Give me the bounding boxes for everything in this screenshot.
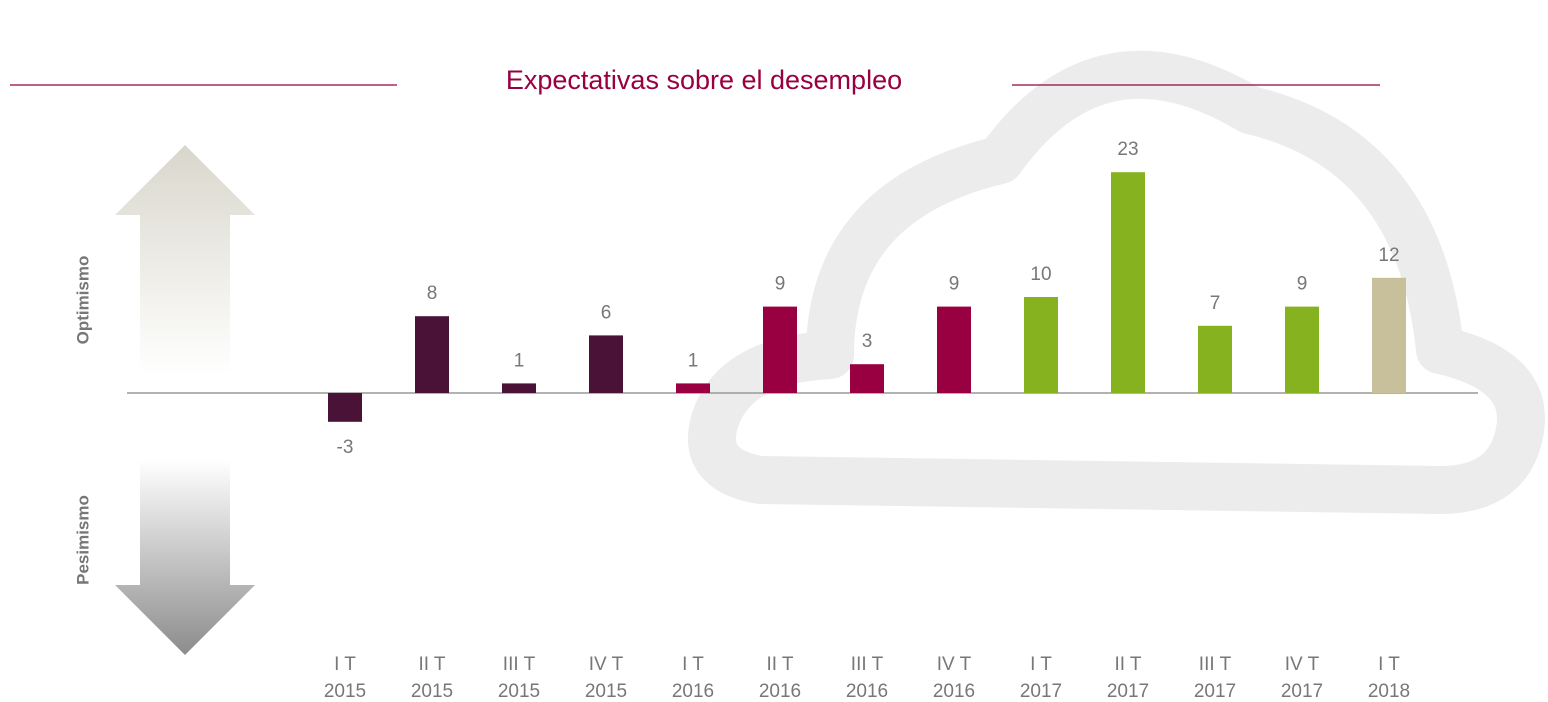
bar [937, 306, 971, 393]
pessimism-label: Pesimismo [73, 495, 92, 585]
bar [850, 364, 884, 393]
bar [1372, 277, 1406, 393]
x-tick-label: 2016 [846, 681, 888, 702]
x-tick-label: IV T [1285, 654, 1320, 675]
pessimism-arrow [115, 460, 255, 655]
x-tick-label: I T [682, 654, 704, 675]
x-tick-label: I T [1030, 654, 1052, 675]
value-label: 23 [1117, 139, 1138, 160]
optimism-label: Optimismo [73, 256, 92, 345]
optimism-arrow [115, 145, 255, 375]
x-tick-label: II T [418, 654, 445, 675]
x-tick-label: III T [1199, 654, 1232, 675]
bar [676, 383, 710, 393]
x-tick-label: IV T [589, 654, 624, 675]
bar [1024, 297, 1058, 393]
x-tick-label: II T [1114, 654, 1141, 675]
value-label: 6 [601, 302, 612, 323]
value-label: 1 [514, 350, 525, 371]
x-tick-label: I T [334, 654, 356, 675]
value-label: 9 [1297, 274, 1308, 295]
x-tick-label: 2017 [1107, 681, 1149, 702]
x-tick-label: 2017 [1020, 681, 1062, 702]
chart-title: Expectativas sobre el desempleo [506, 65, 902, 95]
bar [1111, 172, 1145, 393]
x-tick-label: 2016 [672, 681, 714, 702]
x-tick-label: I T [1378, 654, 1400, 675]
value-label: 7 [1210, 293, 1221, 314]
x-tick-label: 2017 [1194, 681, 1236, 702]
x-tick-label: IV T [937, 654, 972, 675]
bar [328, 393, 362, 422]
x-tick-label: III T [851, 654, 884, 675]
x-tick-label: 2016 [759, 681, 801, 702]
x-tick-label: 2015 [324, 681, 366, 702]
x-tick-label: III T [503, 654, 536, 675]
value-label: -3 [337, 437, 354, 458]
bar [502, 383, 536, 393]
x-tick-label: 2015 [411, 681, 453, 702]
value-label: 12 [1378, 245, 1399, 266]
cloud-decoration [688, 50, 1545, 514]
x-tick-label: II T [766, 654, 793, 675]
bar [1285, 306, 1319, 393]
x-tick-label: 2015 [585, 681, 627, 702]
bar [763, 306, 797, 393]
value-label: 10 [1030, 264, 1051, 285]
x-tick-label: 2015 [498, 681, 540, 702]
x-tick-label: 2016 [933, 681, 975, 702]
value-label: 9 [775, 274, 786, 295]
x-tick-label: 2017 [1281, 681, 1323, 702]
bar [589, 335, 623, 393]
value-label: 3 [862, 331, 873, 352]
bar [415, 316, 449, 393]
value-label: 8 [427, 283, 438, 304]
value-label: 9 [949, 274, 960, 295]
bar [1198, 325, 1232, 393]
x-tick-label: 2018 [1368, 681, 1410, 702]
value-label: 1 [688, 350, 699, 371]
